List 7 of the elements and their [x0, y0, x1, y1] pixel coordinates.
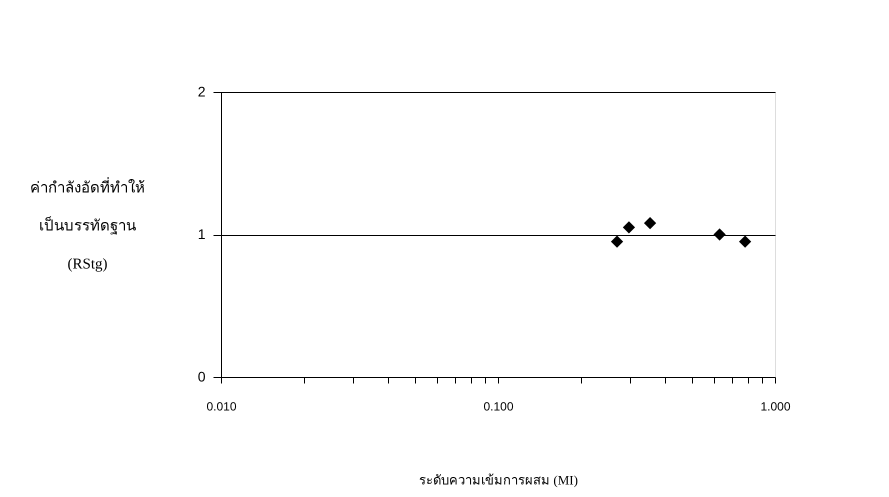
y-tick-label: 1	[198, 226, 206, 242]
x-tick-label: 1.000	[760, 400, 791, 414]
x-tick-label: 0.010	[206, 400, 237, 414]
y-tick-label: 0	[198, 368, 206, 384]
x-axis-title: ระดับความเข้มการผสม (MI)	[419, 472, 578, 488]
y-tick-label: 2	[198, 84, 206, 100]
x-tick-label: 0.100	[483, 400, 514, 414]
